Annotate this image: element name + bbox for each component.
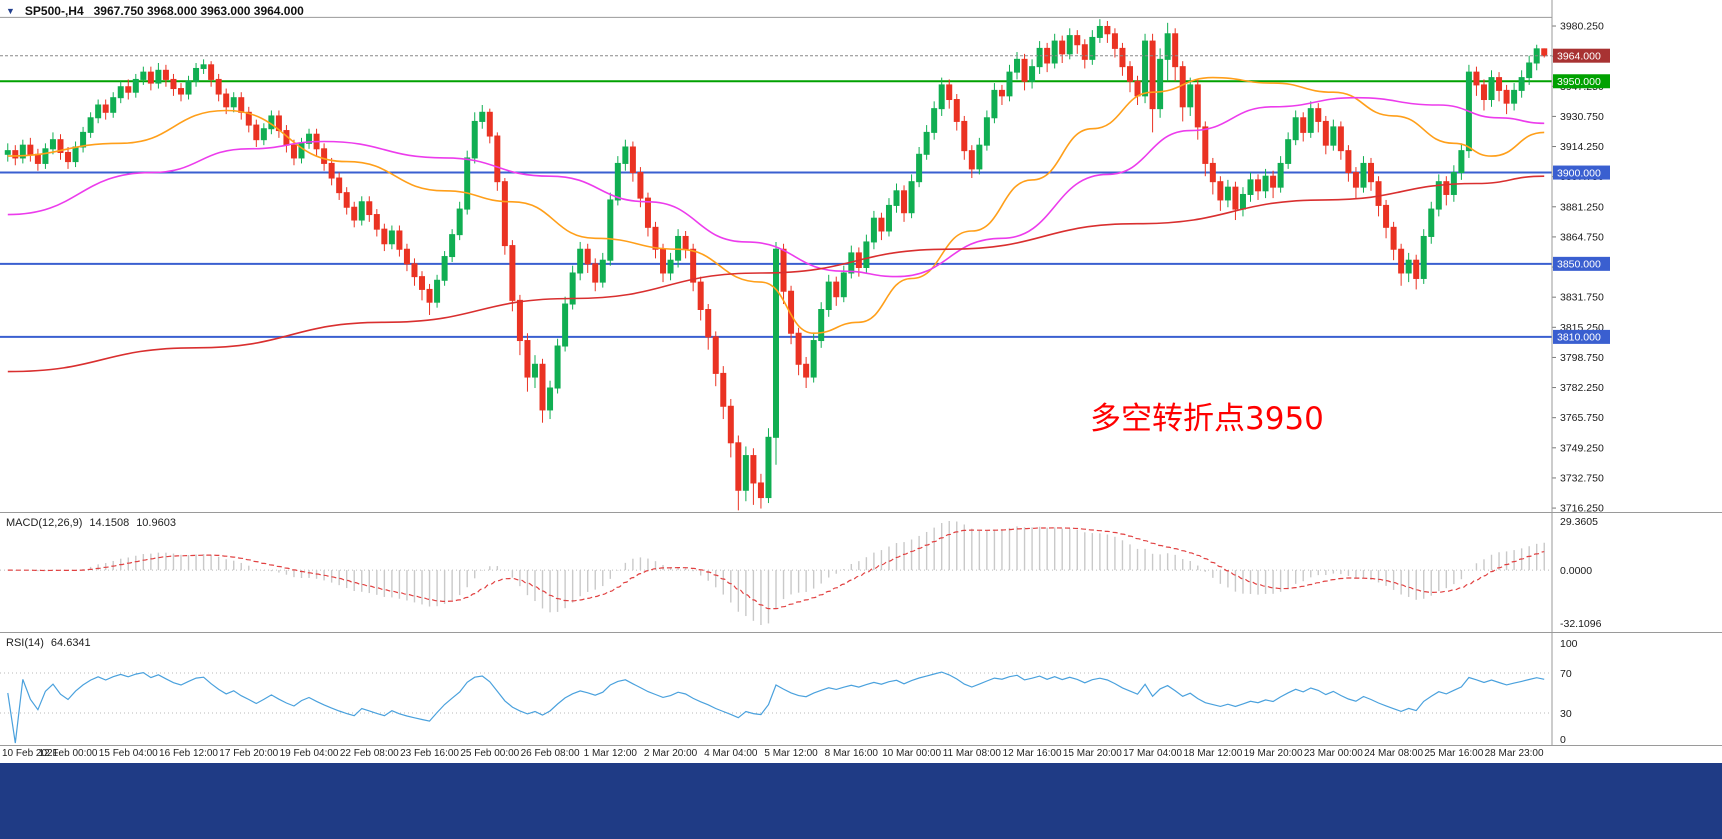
time-axis-label: 5 Mar 12:00	[764, 748, 818, 759]
price-tick-label: 3930.750	[1560, 111, 1604, 123]
chart-header: ▼ SP500-,H4 3967.750 3968.000 3963.000 3…	[6, 4, 304, 18]
time-axis-label: 8 Mar 16:00	[824, 748, 878, 759]
time-axis-label: 10 Feb 2021	[2, 748, 59, 759]
ma-medium-line	[7, 96, 1545, 278]
symbol-label: SP500-,H4	[24, 4, 84, 18]
price-tick-label: 3782.250	[1560, 382, 1604, 394]
price-tick-label: 3831.750	[1560, 292, 1604, 304]
time-axis-label: 22 Feb 08:00	[339, 748, 399, 759]
time-axis-label: 17 Feb 20:00	[219, 748, 279, 759]
level-price-label	[1553, 165, 1610, 180]
rsi-axis-label: 0	[1560, 734, 1566, 745]
rsi-value: 64.6341	[50, 637, 91, 649]
level-price-label	[1553, 329, 1610, 344]
macd-canvas[interactable]: 29.3605 0.0000 -32.1096	[0, 513, 1722, 632]
time-axis-label: 12 Feb 00:00	[38, 748, 98, 759]
rsi-canvas[interactable]: 100 70 30 0	[0, 633, 1722, 745]
svg-text:3900.000: 3900.000	[1557, 167, 1601, 179]
svg-text:3850.000: 3850.000	[1557, 259, 1601, 271]
svg-text:3810.000: 3810.000	[1557, 332, 1601, 344]
bottom-bar	[0, 763, 1722, 839]
price-tick-label: 3881.250	[1560, 201, 1604, 213]
svg-text:3950.000: 3950.000	[1557, 76, 1601, 88]
time-axis-label: 16 Feb 12:00	[159, 748, 218, 759]
chart-menu-arrow-icon[interactable]: ▼	[6, 5, 15, 16]
time-axis-label: 15 Mar 20:00	[1062, 748, 1122, 759]
time-axis-label: 19 Mar 20:00	[1243, 748, 1303, 759]
time-axis-label: 26 Feb 08:00	[520, 748, 580, 759]
price-tick-label: 3980.250	[1560, 21, 1604, 33]
level-price-label	[1553, 256, 1610, 271]
time-axis-label: 10 Mar 00:00	[882, 748, 942, 759]
price-chart-canvas[interactable]: 3980.2503963.7503947.2503930.7503914.250…	[0, 0, 1722, 512]
macd-axis-label: 0.0000	[1560, 565, 1592, 577]
time-axis-label: 4 Mar 04:00	[704, 748, 758, 759]
macd-signal-value: 10.9603	[136, 517, 176, 529]
ma-fast-line	[7, 76, 1545, 335]
price-tick-label: 3716.250	[1560, 503, 1604, 512]
rsi-axis-label: 30	[1560, 708, 1572, 720]
time-axis-label: 23 Mar 00:00	[1303, 748, 1363, 759]
rsi-header: RSI(14) 64.6341	[6, 637, 91, 649]
time-axis-label: 2 Mar 20:00	[643, 748, 698, 759]
current-price-label	[1553, 48, 1610, 63]
time-axis-label: 15 Feb 04:00	[98, 748, 158, 759]
macd-header: MACD(12,26,9) 14.1508 10.9603	[6, 517, 176, 529]
price-tick-label: 3864.750	[1560, 231, 1604, 243]
annotation-text: 多空转折点3950	[1090, 401, 1324, 437]
time-axis-label: 25 Feb 00:00	[460, 748, 520, 759]
panel-separator	[0, 632, 1722, 633]
time-axis-label: 1 Mar 12:00	[583, 748, 637, 759]
time-axis-label: 25 Mar 16:00	[1424, 748, 1484, 759]
time-axis-label: 19 Feb 04:00	[279, 748, 339, 759]
macd-axis-label: 29.3605	[1560, 516, 1598, 528]
rsi-line	[7, 671, 1545, 744]
time-axis-label: 17 Mar 04:00	[1123, 748, 1183, 759]
time-axis-label: 28 Mar 23:00	[1484, 748, 1544, 759]
level-price-label	[1553, 74, 1610, 89]
price-tick-label: 3732.750	[1560, 472, 1604, 484]
macd-main-value: 14.1508	[89, 517, 130, 529]
time-axis-label: 18 Mar 12:00	[1183, 748, 1243, 759]
time-axis[interactable]: 10 Feb 2021 12 Feb 00:00 15 Feb 04:00 16 Fe…	[0, 746, 1722, 762]
panel-separator	[0, 745, 1722, 746]
price-tick-label: 3749.250	[1560, 442, 1604, 454]
rsi-axis-label: 100	[1560, 638, 1578, 650]
quote-ohlc-label: 3967.750 3968.000 3963.000 3964.000	[93, 4, 304, 18]
time-axis-label: 23 Feb 16:00	[400, 748, 459, 759]
rsi-axis-label: 70	[1560, 668, 1572, 680]
time-axis-label: 12 Mar 16:00	[1002, 748, 1062, 759]
macd-title: MACD(12,26,9)	[6, 517, 83, 529]
macd-signal-line	[7, 527, 1545, 610]
macd-axis-label: -32.1096	[1560, 618, 1602, 630]
time-axis-label: 11 Mar 08:00	[942, 748, 1001, 759]
price-tick-label: 3798.750	[1560, 352, 1604, 364]
svg-text:3964.000: 3964.000	[1557, 50, 1601, 62]
price-tick-label: 3765.750	[1560, 412, 1604, 424]
rsi-title: RSI(14)	[6, 637, 44, 649]
price-tick-label: 3914.250	[1560, 141, 1604, 153]
time-axis-label: 24 Mar 08:00	[1364, 748, 1424, 759]
panel-separator	[0, 512, 1722, 513]
ma-slow-line	[7, 175, 1545, 373]
